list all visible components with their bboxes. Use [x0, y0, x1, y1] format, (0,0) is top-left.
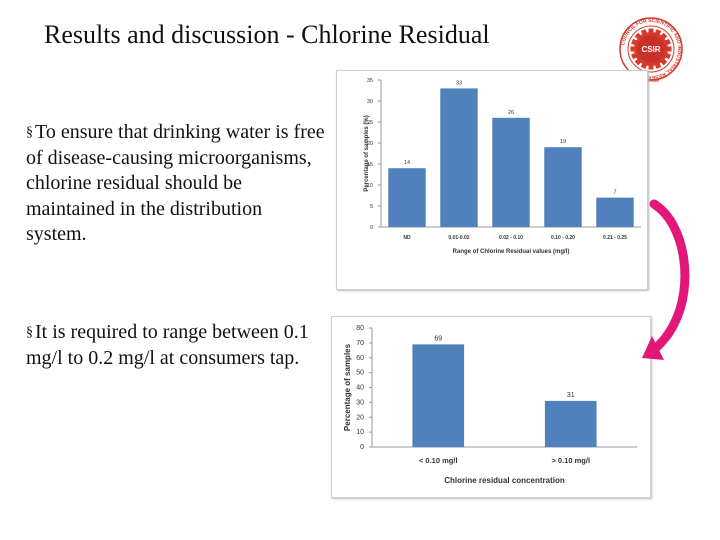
curved-arrow-icon [642, 199, 690, 360]
chart-2-y-tick-label: 80 [356, 325, 364, 332]
chart-2-data-label: 69 [434, 335, 442, 342]
chart-1-bar [440, 88, 478, 228]
chart-1-bar [388, 168, 426, 227]
chart-1-category-label: 0.01-0.02 [448, 235, 469, 241]
chart-1-y-tick-label: 30 [367, 99, 373, 105]
chart-2-y-tick-label: 50 [356, 370, 364, 377]
bullet-marker: § [26, 125, 33, 140]
chart-1-y-tick-label: 10 [367, 183, 373, 189]
chart-1-x-axis-title: Range of Chlorine Residual values (mg/l) [453, 249, 570, 255]
chart-2-bar [412, 344, 465, 447]
chart-1-bar [492, 117, 530, 227]
chart-2-x-axis-title: Chlorine residual concentration [444, 476, 565, 485]
chart-1-category-label: 0.10 - 0.20 [551, 235, 575, 241]
chart-2-y-tick-label: 60 [356, 355, 364, 362]
chart-1-frame: 0 5 10 15 20 25 30 35 14 ND 33 0.01-0.02 26 0.02 - 0.… [336, 70, 648, 290]
chart-1-y-axis-title: Percentage of samples (%) [364, 115, 370, 191]
chart-2-bar [544, 400, 597, 447]
bullet-2-text: It is required to range between 0.1 mg/l… [26, 321, 309, 369]
chart-1-data-label: 19 [560, 139, 566, 145]
csir-logo: CSIR COUNCIL FOR SCIENTIFIC AND INDUSTRI… [619, 17, 683, 83]
chart-1-category-label: ND [403, 235, 411, 241]
chart-1-y-tick-label: 25 [367, 120, 373, 126]
chart-2-frame: 0 10 20 30 40 50 60 70 80 69 < 0.10 mg/l 31 > 0.10 m… [331, 316, 651, 498]
chart-1-y-tick-label: 0 [370, 225, 373, 231]
chart-2-y-tick-label: 10 [356, 429, 364, 436]
chart-2: 0 10 20 30 40 50 60 70 80 69 < 0.10 mg/l 31 > 0.10 m… [343, 325, 637, 485]
slide-title: Results and discussion - Chlorine Residu… [44, 20, 490, 49]
chart-2-category-label: < 0.10 mg/l [419, 456, 458, 465]
chart-2-y-tick-label: 30 [356, 399, 364, 406]
chart-2-y-tick-label: 40 [356, 385, 364, 392]
chart-1-bar [596, 197, 634, 227]
chart-2-category-label: > 0.10 mg/l [551, 456, 590, 465]
chart-2-data-label: 31 [567, 392, 575, 399]
bullet-1-text: To ensure that drinking water is free of… [26, 121, 325, 245]
chart-1-y-tick-label: 35 [367, 78, 373, 84]
chart-1-data-label: 7 [613, 190, 616, 196]
bullet-marker: § [26, 325, 33, 340]
bullet-1: § To ensure that drinking water is free o… [26, 120, 326, 248]
chart-2-y-tick-label: 20 [356, 414, 364, 421]
chart-1-data-label: 26 [508, 110, 514, 116]
chart-1-category-label: 0.21 - 0.25 [603, 235, 627, 241]
chart-1-data-label: 14 [404, 160, 410, 166]
logo-center-text: CSIR [641, 45, 660, 54]
chart-1: 0 5 10 15 20 25 30 35 14 ND 33 0.01-0.02 26 0.02 - 0.… [364, 78, 641, 255]
chart-1-data-label: 33 [456, 80, 462, 86]
bullet-2: § It is required to range between 0.1 mg/… [26, 320, 316, 371]
chart-1-y-tick-label: 20 [367, 141, 373, 147]
logo-country-text: GHANA [643, 78, 660, 83]
chart-1-category-label: 0.02 - 0.10 [499, 235, 523, 241]
chart-2-y-tick-label: 70 [356, 340, 364, 347]
chart-1-y-tick-label: 15 [367, 162, 373, 168]
chart-1-bar [544, 147, 582, 227]
chart-1-y-tick-label: 5 [370, 204, 373, 210]
chart-2-y-tick-label: 0 [360, 444, 364, 451]
chart-2-y-axis-title: Percentage of samples [343, 343, 352, 431]
